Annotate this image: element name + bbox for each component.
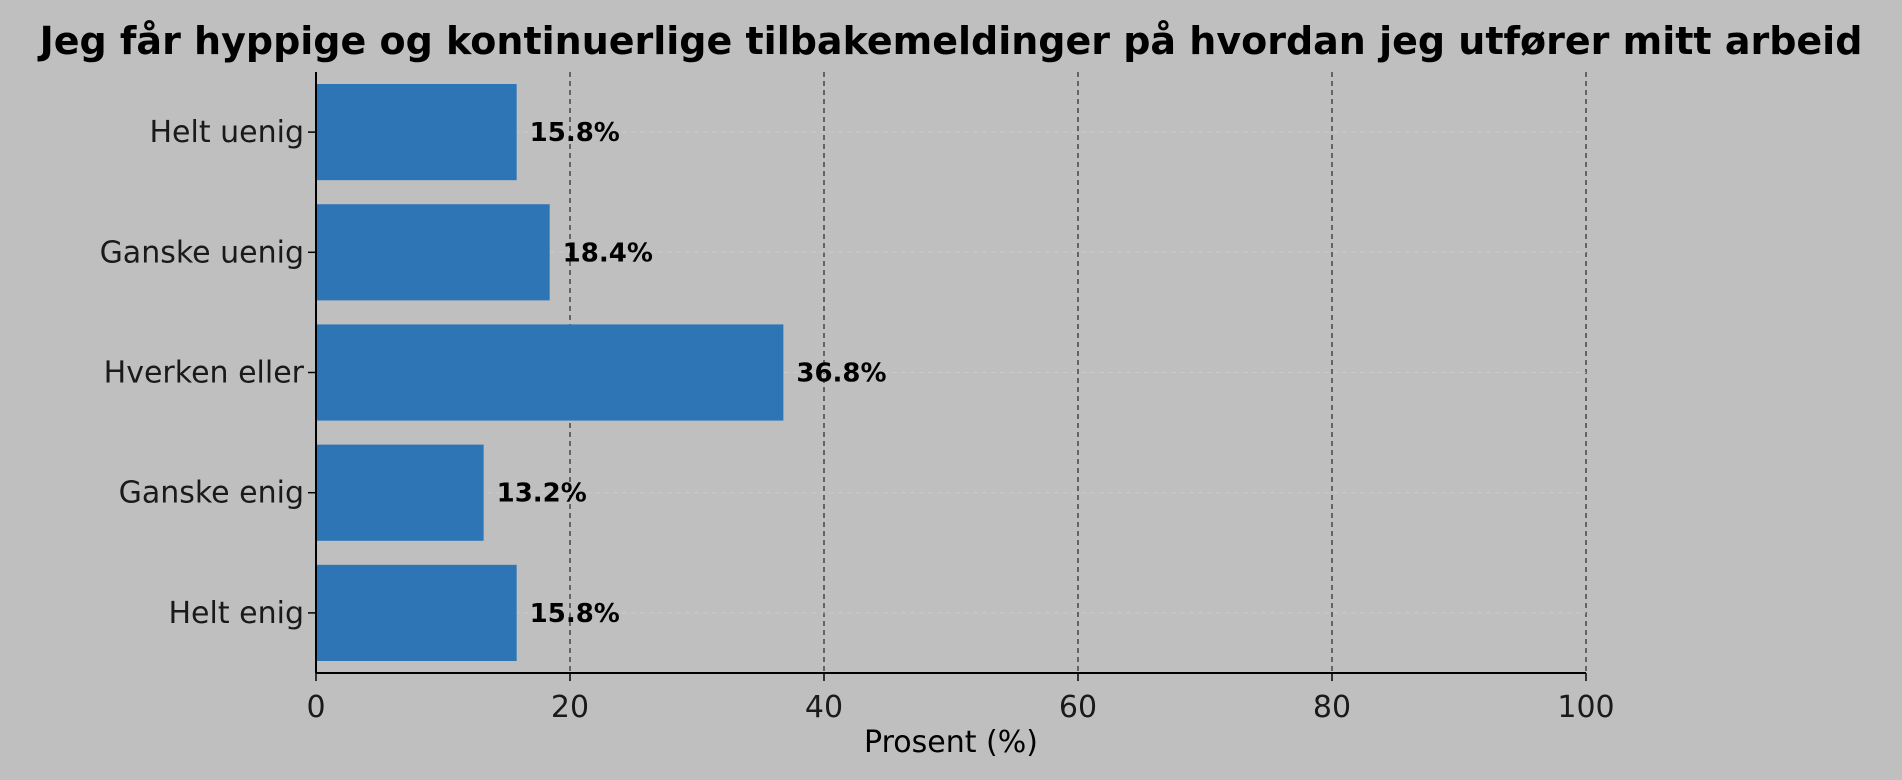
- bar: [316, 204, 550, 301]
- category-label: Helt uenig: [149, 115, 304, 150]
- x-tick-label: 20: [551, 690, 589, 725]
- chart-title: Jeg får hyppige og kontinuerlige tilbake…: [37, 19, 1863, 63]
- axes: [308, 72, 1586, 674]
- value-labels: 15.8% 18.4% 36.8% 13.2% 15.8%: [497, 118, 887, 629]
- category-label: Hverken eller: [104, 356, 305, 391]
- x-tick-label: 60: [1059, 690, 1097, 725]
- category-label: Ganske uenig: [100, 235, 304, 270]
- category-label: Ganske enig: [119, 476, 304, 511]
- data-label: 15.8%: [530, 118, 620, 148]
- data-label: 36.8%: [796, 359, 886, 389]
- bar: [316, 444, 484, 541]
- data-label: 13.2%: [497, 479, 587, 509]
- data-label: 15.8%: [530, 599, 620, 629]
- data-label: 18.4%: [563, 238, 653, 268]
- x-tick-label: 0: [306, 690, 325, 725]
- x-axis-label: Prosent (%): [864, 725, 1038, 760]
- x-tick-label: 40: [805, 690, 843, 725]
- x-tick-label: 100: [1557, 690, 1614, 725]
- x-ticks: 0 20 40 60 80 100: [306, 673, 1615, 725]
- bar: [316, 84, 517, 181]
- category-label: Helt enig: [169, 596, 305, 631]
- bar: [316, 324, 784, 421]
- bar: [316, 564, 517, 661]
- x-tick-label: 80: [1313, 690, 1351, 725]
- bars: [316, 84, 784, 661]
- category-labels: Helt uenig Ganske uenig Hverken eller Gansk…: [100, 115, 305, 631]
